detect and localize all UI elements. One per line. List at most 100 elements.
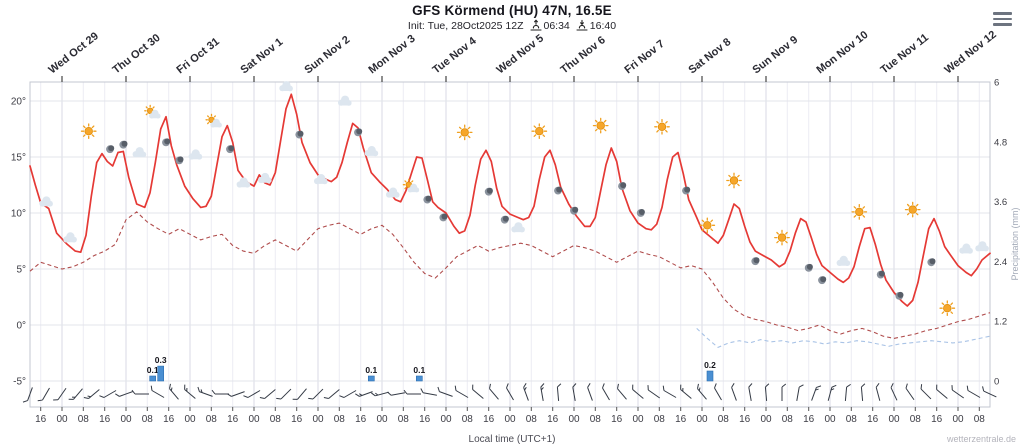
time-label: 16 xyxy=(931,414,943,425)
dewpoint-line xyxy=(29,211,991,339)
time-label: 00 xyxy=(120,414,132,425)
precip-bar xyxy=(367,375,375,382)
wind-barb xyxy=(748,383,753,401)
time-label: 00 xyxy=(888,414,900,425)
sunset-time: 16:40 xyxy=(589,19,617,32)
cloud-icon xyxy=(386,187,400,198)
menu-icon[interactable] xyxy=(993,9,1012,29)
time-label: 16 xyxy=(739,414,751,425)
wind-barb xyxy=(920,384,932,400)
sun-icon xyxy=(851,204,868,220)
precip-tick-label: 3.6 xyxy=(994,197,1007,208)
wind-barb xyxy=(811,385,822,401)
cloud-icon xyxy=(132,147,147,158)
day-label: Mon Nov 10 xyxy=(814,29,870,76)
wind-barb xyxy=(764,383,770,402)
temp-tick-label: 10° xyxy=(11,209,26,220)
wind-barb xyxy=(227,391,245,397)
cloud-icon xyxy=(959,243,973,254)
moon-icon xyxy=(295,130,304,139)
moon-icon xyxy=(818,276,827,285)
sun-icon xyxy=(699,217,716,234)
moon-icon xyxy=(119,140,128,149)
time-label: 16 xyxy=(483,414,495,425)
xaxis-caption: Local time (UTC+1) xyxy=(468,434,556,445)
cloud-icon xyxy=(149,109,161,119)
time-label: 00 xyxy=(632,414,644,425)
precip-tick-label: 6 xyxy=(994,78,999,89)
sun-cloud-icon xyxy=(144,104,161,119)
time-label: 16 xyxy=(99,414,111,425)
moon-icon xyxy=(500,215,509,224)
sun-icon xyxy=(774,229,790,246)
moon-icon xyxy=(439,213,448,222)
moon-icon xyxy=(682,186,691,195)
sun-icon xyxy=(456,124,473,141)
sun-cloud-icon xyxy=(402,178,420,193)
time-label: 00 xyxy=(376,414,388,425)
precip-bar xyxy=(415,375,423,382)
wind-barb xyxy=(489,383,499,400)
wind-barb xyxy=(844,383,851,402)
cloud-icon xyxy=(364,146,379,157)
temp-tick-label: 15° xyxy=(11,153,26,164)
wind-barb xyxy=(781,383,787,401)
wind-barb xyxy=(523,383,529,401)
init-label: Init: Tue, 28Oct2025 12Z xyxy=(407,19,524,32)
cloud-icon xyxy=(338,95,352,106)
wind-barb xyxy=(22,387,33,403)
moon-icon xyxy=(175,156,184,165)
wind-barb xyxy=(454,385,469,398)
wind-barb xyxy=(197,386,213,397)
time-label: 16 xyxy=(355,414,367,425)
time-label: 00 xyxy=(440,414,452,425)
wind-barb xyxy=(169,383,179,400)
wind-barb xyxy=(951,385,965,399)
time-label: 00 xyxy=(568,414,580,425)
day-label: Mon Nov 3 xyxy=(366,33,417,77)
moon-icon xyxy=(927,258,936,267)
wind-barb xyxy=(617,383,627,400)
sun-icon xyxy=(80,123,97,140)
cloud-icon xyxy=(279,81,293,92)
moon-icon xyxy=(484,187,493,196)
wind-barb xyxy=(53,387,67,401)
wind-barb xyxy=(602,383,610,401)
wind-barb xyxy=(905,383,915,401)
day-label: Fri Oct 31 xyxy=(174,36,221,77)
wind-barb xyxy=(211,389,229,395)
day-label: Wed Nov 12 xyxy=(942,29,998,77)
temp-tick-label: 20° xyxy=(11,97,26,108)
precip-bar-value: 0.1 xyxy=(147,365,159,375)
wind-barb xyxy=(680,384,692,399)
time-label: 08 xyxy=(462,414,474,425)
time-label: 00 xyxy=(504,414,516,425)
wind-barb xyxy=(131,389,149,395)
time-label: 16 xyxy=(419,414,431,425)
cloud-icon xyxy=(188,149,203,160)
day-label: Tue Nov 11 xyxy=(878,32,931,77)
wind-barb xyxy=(83,389,100,399)
precip-tick-label: 0 xyxy=(994,377,999,388)
sun-cloud-icon xyxy=(205,113,222,128)
cloud-icon xyxy=(836,255,851,266)
cloud-icon xyxy=(236,177,251,188)
cloud-icon xyxy=(511,222,525,233)
time-label: 16 xyxy=(547,414,559,425)
time-label: 16 xyxy=(35,414,47,425)
wind-barb xyxy=(556,383,562,402)
time-label: 16 xyxy=(803,414,815,425)
cloud-icon xyxy=(63,232,77,243)
wind-barb xyxy=(323,389,340,399)
wind-barb xyxy=(99,390,117,398)
time-label: 00 xyxy=(952,414,964,425)
wind-barb xyxy=(420,388,437,396)
time-label: 00 xyxy=(824,414,836,425)
cloud-icon xyxy=(975,241,989,252)
wind-barb xyxy=(115,391,133,397)
precip-bar-value: 0.1 xyxy=(413,365,425,375)
precip-tick-label: 4.8 xyxy=(994,137,1007,148)
precip-tick-label: 1.2 xyxy=(994,317,1007,328)
time-label: 08 xyxy=(590,414,602,425)
